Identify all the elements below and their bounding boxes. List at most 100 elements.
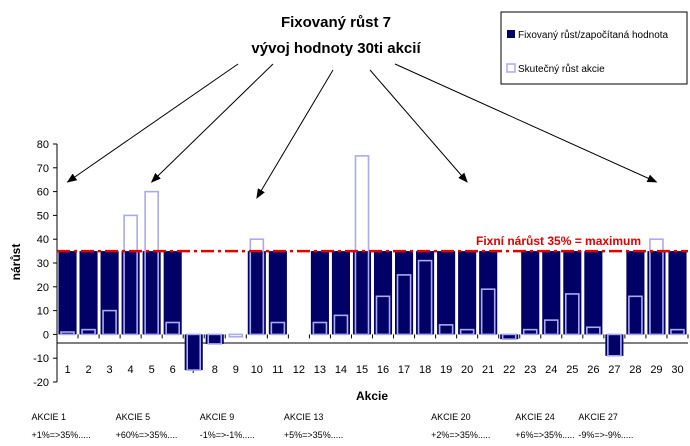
x-tick-label: 9	[233, 364, 239, 376]
x-tick-label: 25	[566, 364, 578, 376]
x-tick-label: 12	[293, 364, 305, 376]
bar-fixed	[373, 251, 393, 335]
arrow	[66, 63, 239, 183]
note-text: AKCIE 20	[431, 412, 471, 422]
bar-actual	[165, 321, 181, 336]
x-tick-label: 20	[461, 364, 473, 376]
legend-swatch-fixed	[507, 30, 515, 38]
bar-actual	[228, 333, 244, 338]
bar-actual	[375, 295, 391, 336]
bar-actual	[459, 328, 475, 336]
note-text: +6%=>35%.....	[515, 430, 574, 440]
bar-fixed	[416, 251, 435, 335]
bar-actual	[480, 288, 496, 336]
bar-actual	[628, 295, 643, 336]
arrow	[150, 63, 274, 183]
threshold-label: Fixní nárůst 35% = maximum	[476, 234, 641, 248]
bar-actual	[144, 190, 159, 336]
bar-actual	[333, 314, 349, 336]
x-tick-label: 22	[503, 364, 515, 376]
arrow	[256, 69, 334, 199]
note-text: +2%=>35%.....	[431, 430, 490, 440]
bar-actual	[438, 324, 454, 336]
y-tick-label: 50	[37, 210, 49, 222]
y-tick-label: 60	[37, 187, 49, 199]
bar-actual	[670, 328, 685, 336]
bar-fixed	[563, 251, 582, 335]
legend-label-actual: Skutečný růst akcie	[518, 63, 605, 75]
bar-fixed	[521, 251, 540, 335]
legend-frame	[500, 11, 688, 85]
bar-fixed	[479, 251, 498, 335]
bar-fixed	[458, 251, 477, 335]
x-tick-label: 28	[629, 364, 641, 376]
x-tick-label: 5	[149, 364, 155, 376]
bar-fixed	[395, 251, 414, 335]
bar-fixed	[542, 251, 561, 335]
bar-fixed	[500, 334, 519, 340]
bar-actual	[123, 214, 138, 336]
bar-fixed	[100, 251, 119, 335]
bar-fixed	[668, 251, 687, 335]
note-text: AKCIE 13	[284, 412, 324, 422]
note-text: +5%=>35%.....	[284, 430, 343, 440]
bar-fixed	[121, 251, 140, 335]
bar-actual	[417, 259, 433, 336]
note-text: AKCIE 24	[515, 412, 555, 422]
bar-fixed	[647, 251, 666, 335]
x-tick-label: 15	[356, 364, 368, 376]
bar-fixed	[331, 251, 350, 335]
legend-label-fixed: Fixovaný růst/započítaná hodnota	[518, 29, 669, 41]
bar-fixed	[79, 251, 98, 335]
note-text: AKCIE 9	[200, 412, 235, 422]
x-tick-label: 14	[335, 364, 347, 376]
bar-actual	[312, 321, 328, 336]
x-tick-label: 19	[440, 364, 452, 376]
bar-fixed	[310, 251, 329, 335]
y-tick-label: 40	[37, 234, 49, 246]
y-ticks: -20 -10 0 10 20 30 40 50 60 70 80	[33, 139, 57, 389]
legend-swatch-actual	[506, 63, 516, 73]
bar-actual	[543, 319, 559, 336]
bar-actual	[607, 333, 622, 357]
bar-actual	[249, 238, 265, 336]
x-tick-label: 2	[85, 364, 91, 376]
x-tick-label: 26	[587, 364, 599, 376]
x-tick-label: 4	[128, 364, 134, 376]
bar-actual	[396, 274, 412, 336]
x-tick-label: 8	[212, 364, 218, 376]
bar-actual	[270, 321, 286, 336]
x-tick-label: 3	[107, 364, 113, 376]
x-ticks: 1234567891011121314151617181920212223242…	[64, 334, 689, 376]
legend: Fixovaný růst/započítaná hodnota Skutečn…	[500, 11, 688, 85]
note-text: +1%=>35%.....	[32, 430, 91, 440]
x-tick-label: 18	[419, 364, 431, 376]
x-tick-label: 16	[377, 364, 389, 376]
x-tick-label: 24	[545, 364, 557, 376]
bar-actual	[522, 328, 538, 336]
bar-actual	[81, 328, 96, 336]
x-tick-label: 23	[524, 364, 536, 376]
arrow	[394, 63, 658, 183]
note-text: AKCIE 27	[578, 412, 618, 422]
y-axis-label: nárůst	[9, 244, 23, 281]
bar-actual	[60, 331, 75, 336]
notes: AKCIE 1 +1%=>35%..... AKCIE 5 +60%=>35%....…	[32, 412, 634, 440]
bar-fixed	[58, 251, 77, 335]
y-tick-label: 20	[37, 282, 49, 294]
x-tick-label: 1	[64, 364, 70, 376]
x-tick-label: 11	[272, 364, 283, 376]
y-tick-label: -10	[33, 353, 49, 365]
arrow	[369, 69, 468, 183]
arrows	[66, 63, 658, 199]
note-text: AKCIE 5	[116, 412, 151, 422]
bar-actual	[564, 293, 580, 336]
bar-actual	[354, 155, 370, 336]
x-tick-label: 6	[170, 364, 176, 376]
note-text: AKCIE 1	[32, 412, 67, 422]
x-tick-label: 17	[398, 364, 410, 376]
x-tick-label: 30	[671, 364, 683, 376]
bar-fixed	[437, 251, 456, 335]
bar-fixed	[247, 251, 266, 335]
x-tick-label: 29	[650, 364, 662, 376]
